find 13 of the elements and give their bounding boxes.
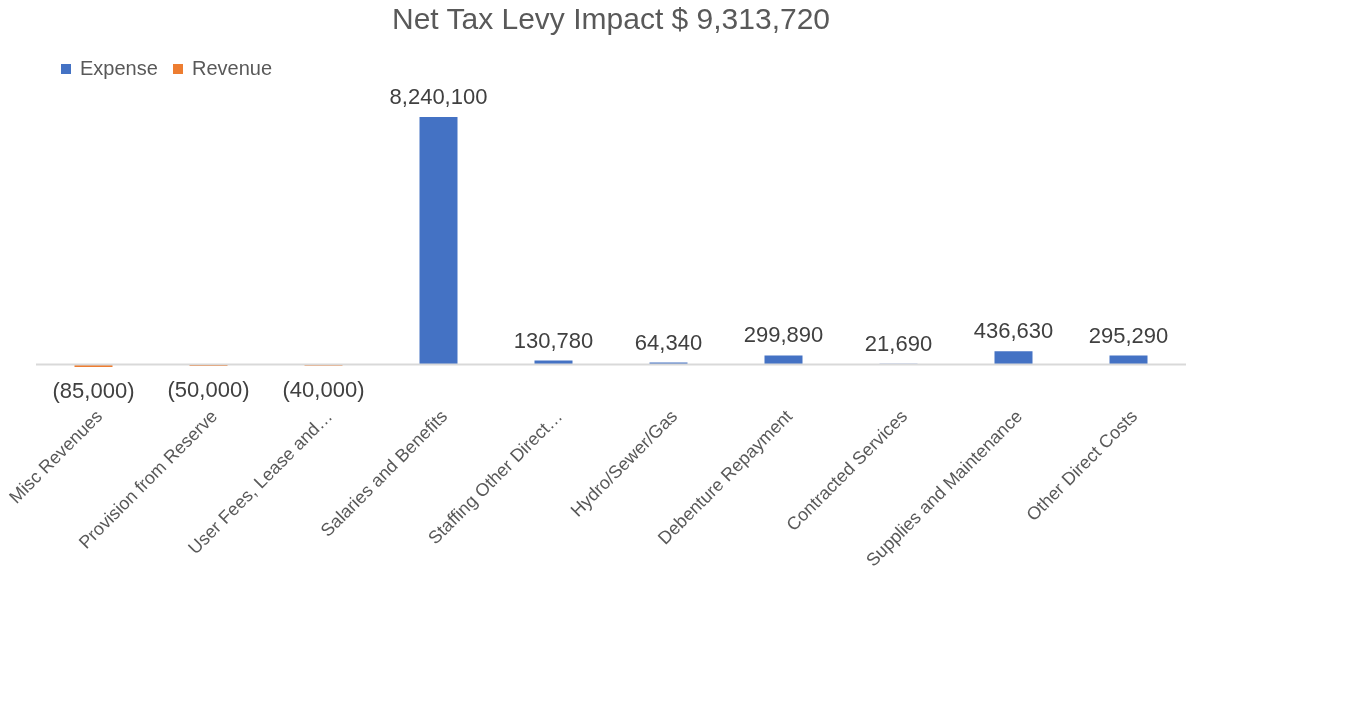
data-label: 21,690 — [864, 330, 933, 356]
data-label: (50,000) — [167, 376, 250, 402]
data-label: 64,340 — [634, 329, 703, 355]
data-label: 436,630 — [973, 318, 1054, 344]
data-label: (40,000) — [282, 376, 365, 402]
chart-title: Net Tax Levy Impact $ 9,313,720 — [391, 2, 831, 35]
data-label: 299,890 — [743, 322, 824, 348]
legend-label: Expense — [80, 57, 158, 79]
data-label: 8,240,100 — [389, 84, 488, 109]
data-label: 295,290 — [1088, 322, 1169, 348]
legend-label: Revenue — [192, 57, 273, 79]
data-label: 130,780 — [513, 327, 594, 353]
data-label: (85,000) — [52, 378, 135, 403]
